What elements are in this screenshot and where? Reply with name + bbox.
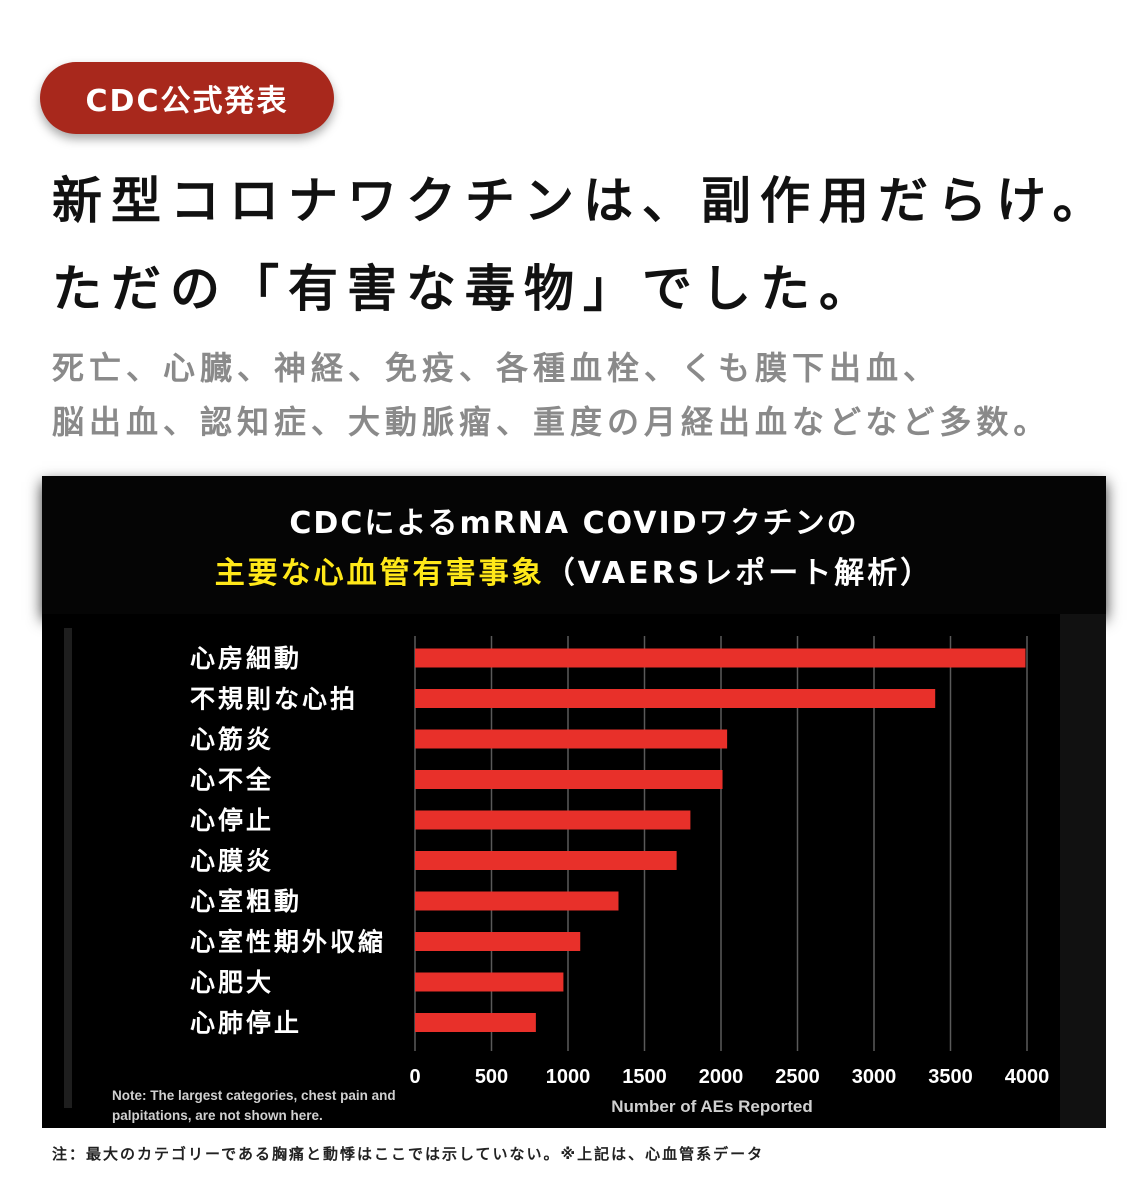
x-tick-label: 3000	[852, 1066, 897, 1088]
bar	[415, 891, 619, 911]
bar	[415, 729, 728, 749]
category-label: 心房細動	[190, 644, 302, 673]
category-label: 心筋炎	[190, 725, 274, 754]
subtext-line-1: 死亡、心臓、神経、免疫、各種血栓、くも膜下出血、	[52, 349, 941, 387]
chart-right-edge	[1060, 614, 1106, 1128]
bar	[415, 972, 564, 992]
category-label: 心室性期外収縮	[190, 928, 386, 957]
x-tick-label: 2000	[699, 1066, 744, 1088]
x-tick-label: 1000	[546, 1066, 591, 1088]
x-tick-label: 4000	[1005, 1066, 1050, 1088]
category-label: 心室粗動	[190, 887, 302, 916]
x-tick-label: 2500	[775, 1066, 820, 1088]
chart-title-line-2: 主要な心血管有害事象（VAERSレポート解析）	[42, 548, 1106, 592]
category-label: 心肺停止	[190, 1009, 302, 1038]
headline-line-1: 新型コロナワクチンは、副作用だらけ。	[52, 172, 1112, 230]
bar	[415, 851, 677, 870]
x-tick-label: 500	[475, 1066, 508, 1088]
bar	[415, 810, 691, 830]
chart-left-edge	[64, 628, 72, 1108]
category-label: 心停止	[190, 806, 274, 835]
chart-title-line-1: CDCによるmRNA COVIDワクチンの	[289, 506, 859, 541]
bar	[415, 770, 723, 789]
category-label: 心不全	[190, 766, 274, 795]
bar	[415, 1013, 536, 1032]
chart-note: Note: The largest categories, chest pain…	[112, 1088, 396, 1123]
chart-title-highlight: 主要な心血管有害事象	[214, 556, 545, 591]
bar	[415, 932, 581, 951]
subtext-line-2: 脳出血、認知症、大動脈瘤、重度の月経出血などなど多数。	[52, 403, 1051, 441]
cdc-announcement-badge: CDC公式発表	[40, 62, 334, 134]
x-tick-label: 3500	[928, 1066, 973, 1088]
x-tick-label: 0	[409, 1066, 420, 1088]
chart-header: CDCによるmRNA COVIDワクチンの 主要な心血管有害事象（VAERSレポ…	[42, 476, 1106, 614]
bar	[415, 648, 1026, 668]
category-label: 心肥大	[190, 968, 274, 997]
chart-title-rest: （VAERSレポート解析）	[544, 556, 934, 591]
bar	[415, 689, 936, 708]
bar-plot-area: 0 500 1000 1500 2000 2500 3000 3500 4000 心房細動不規則な…	[190, 636, 1050, 1088]
category-label: 不規則な心拍	[190, 685, 358, 714]
x-axis-label: Number of AEs Reported	[611, 1097, 813, 1116]
footnote: 注：最大のカテゴリーである胸痛と動悸はここでは示していない。※上記は、心血管系デ…	[52, 1145, 765, 1163]
headline-line-2: ただの「有害な毒物」でした。	[52, 260, 878, 318]
adverse-events-chart: CDCによるmRNA COVIDワクチンの 主要な心血管有害事象（VAERSレポ…	[42, 476, 1106, 1128]
x-tick-label: 1500	[622, 1066, 667, 1088]
category-label: 心膜炎	[190, 847, 274, 876]
